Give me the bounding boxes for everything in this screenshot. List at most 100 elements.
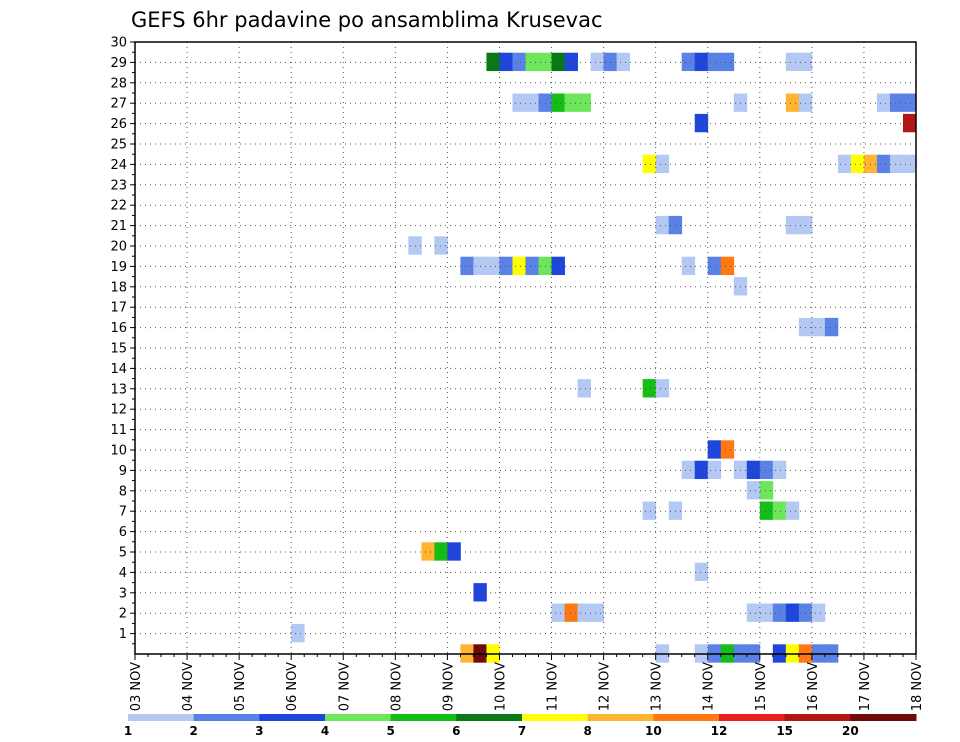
precip-cell [291, 623, 305, 643]
precip-cell [798, 317, 813, 337]
precip-cell [577, 379, 591, 398]
legend-label: 3 [255, 724, 263, 738]
precip-cell [460, 256, 474, 276]
y-tick-label: 21 [110, 219, 127, 234]
legend-label: 12 [711, 724, 728, 738]
precip-cell [876, 154, 891, 174]
precip-cell [785, 93, 800, 112]
y-tick-label: 25 [110, 138, 127, 153]
precip-cell [746, 603, 761, 622]
precip-cell [824, 317, 839, 337]
precip-cell [863, 154, 878, 174]
x-tick-label: 18 NOV [910, 662, 925, 711]
precip-cell [486, 52, 500, 72]
precip-cell [720, 256, 735, 276]
precip-cell [564, 603, 578, 622]
legend-swatch [259, 714, 326, 721]
precip-cell [577, 603, 591, 622]
precip-cell [733, 460, 748, 480]
y-tick-label: 18 [110, 280, 127, 295]
precip-cell [577, 93, 591, 112]
y-tick-label: 6 [119, 525, 127, 540]
precip-cell [720, 440, 735, 459]
y-tick-label: 19 [110, 260, 127, 275]
precip-cell [499, 256, 513, 276]
precip-cell [642, 379, 657, 398]
precip-cell [421, 542, 435, 561]
y-tick-label: 27 [110, 97, 127, 112]
precip-cell [447, 542, 461, 561]
precip-cell [668, 501, 683, 520]
precip-cell [512, 256, 526, 276]
y-tick-label: 26 [110, 117, 127, 132]
legend-swatch [784, 714, 851, 721]
grid-layer [135, 42, 916, 654]
legend-swatch [653, 714, 720, 721]
precip-cell [551, 603, 565, 622]
precip-cell [798, 93, 813, 112]
x-tick-label: 09 NOV [441, 662, 456, 711]
legend-label: 1 [124, 724, 132, 738]
precip-cell [759, 603, 774, 622]
precip-cell [772, 460, 787, 480]
precip-cell [525, 52, 539, 72]
precip-cell [876, 93, 891, 112]
precip-cell [538, 93, 552, 112]
y-tick-label: 7 [119, 505, 127, 520]
legend-swatch [390, 714, 457, 721]
y-tick-label: 3 [119, 586, 127, 601]
y-tick-label: 12 [110, 403, 127, 418]
legend-label: 5 [386, 724, 394, 738]
precip-cell [850, 154, 865, 174]
precip-cell [798, 603, 813, 622]
precip-cell [655, 215, 670, 235]
precip-cell [746, 460, 761, 480]
x-tick-label: 03 NOV [129, 662, 144, 711]
y-tick-label: 22 [110, 199, 127, 214]
legend-label: 8 [583, 724, 591, 738]
x-tick-label: 11 NOV [546, 662, 561, 711]
y-tick-label: 17 [110, 301, 127, 316]
precip-cell [642, 501, 657, 520]
legend-label: 20 [842, 724, 859, 738]
precip-cell [473, 256, 487, 276]
precip-cell [785, 52, 800, 72]
precip-cell [707, 256, 722, 276]
precip-cell [746, 481, 761, 500]
legend-label: 15 [776, 724, 793, 738]
precip-cell [902, 93, 917, 112]
precip-cell [486, 256, 500, 276]
legend-swatch [522, 714, 589, 721]
x-axis-ticks: 03 NOV 04 NOV 05 NOV 06 NOV 07 NOV 08 NOV 09 N… [129, 654, 925, 711]
precip-cell [694, 113, 709, 133]
x-tick-label: 14 NOV [702, 662, 717, 711]
y-tick-label: 2 [119, 607, 127, 622]
precip-cell [798, 52, 813, 72]
legend-swatch [587, 714, 654, 721]
y-tick-label: 4 [119, 566, 127, 581]
legend-swatch [325, 714, 392, 721]
precip-cell [889, 154, 904, 174]
y-tick-label: 20 [110, 240, 127, 255]
precip-cell [681, 256, 696, 276]
x-tick-label: 17 NOV [858, 662, 873, 711]
precip-cell [694, 460, 709, 480]
legend-swatch [193, 714, 260, 721]
precip-cell [837, 154, 852, 174]
precip-cell [434, 542, 448, 561]
precip-cell [603, 52, 618, 72]
x-tick-label: 12 NOV [598, 662, 613, 711]
chart-title: GEFS 6hr padavine po ansamblima Krusevac [131, 8, 603, 32]
precip-cell [811, 603, 826, 622]
precip-cell [707, 460, 722, 480]
precip-cell [512, 93, 526, 112]
precip-cell [499, 52, 513, 72]
y-tick-label: 10 [110, 444, 127, 459]
y-tick-label: 28 [110, 76, 127, 91]
precip-cell [694, 562, 709, 582]
x-tick-label: 15 NOV [754, 662, 769, 711]
precip-cell [811, 317, 826, 337]
precip-cell [564, 52, 578, 72]
y-axis-ticks: 1234567891011121314151617181920212223242… [110, 36, 135, 645]
